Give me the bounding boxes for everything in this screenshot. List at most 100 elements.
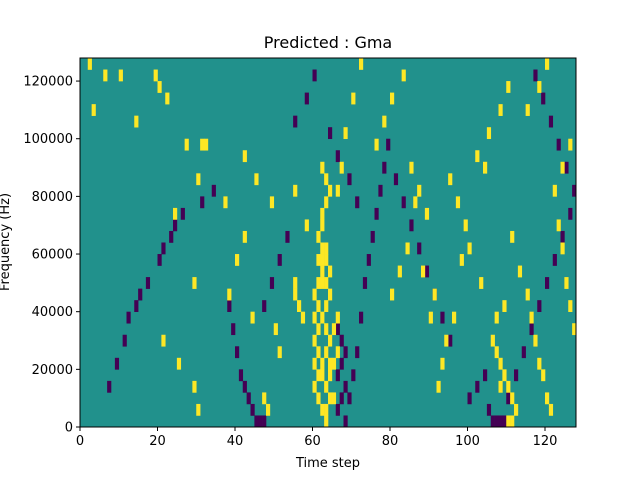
heatmap-cell-high [324,403,329,416]
heatmap-cell-high [525,104,530,116]
heatmap-cell-low [277,254,282,266]
heatmap-cell-high [320,207,325,220]
heatmap-cell-high [176,357,182,370]
heatmap-cell-high [227,288,232,301]
heatmap-cell-low [138,288,143,301]
heatmap-cell-low [560,230,565,243]
heatmap-cell-high [196,173,201,186]
heatmap-cell-high [157,81,162,93]
heatmap-cell-high [417,184,422,197]
heatmap-cell-low [475,380,480,393]
heatmap-cell-high [235,254,240,266]
heatmap-cell-low [242,380,247,393]
heatmap-cell-high [335,184,340,197]
heatmap-cell-high [324,242,329,255]
heatmap-cell-low [285,230,290,243]
heatmap-cell-high [560,161,565,174]
heatmap-cell-high [486,127,492,140]
heatmap-cell-low [556,138,561,151]
heatmap-cell-high [328,265,333,278]
x-tick-label: 100 [455,434,480,449]
heatmap-cell-high [277,346,282,359]
heatmap-cell-low [134,300,139,312]
heatmap-cell-high [300,311,306,324]
heatmap-cell-low [541,92,546,105]
heatmap-cell-low [548,115,554,128]
heatmap-cell-high [444,334,449,347]
heatmap-cell-high [324,173,329,186]
heatmap-cell-low [157,254,162,266]
heatmap-cell-low [347,173,352,186]
heatmap-cell-high [262,392,267,405]
heatmap-cell-high [560,242,565,255]
x-axis: 0 20 40 60 80 100 120 [76,427,557,449]
heatmap-cell-high [320,357,325,370]
heatmap-cell-low [467,392,472,405]
heatmap-cell-high [413,196,418,209]
heatmap-cell-high [331,323,337,336]
y-tick-label: 120000 [23,75,73,90]
x-tick-label: 40 [227,434,244,449]
heatmap-cell-high [316,369,321,382]
heatmap-cell-high [568,138,573,151]
heatmap-cell-high [328,392,333,405]
heatmap-cell-low [572,184,577,197]
heatmap-cell-high [401,69,406,82]
heatmap-cell-high [320,161,325,174]
heatmap-cell-high [324,196,329,209]
heatmap-cell-low [545,277,550,289]
heatmap-cell-high [494,346,499,359]
heatmap-cell-low [227,300,232,312]
heatmap-cell-low [494,415,499,428]
heatmap-cell-low [401,196,406,209]
heatmap-cell-low [490,415,495,428]
y-axis-label: Frequency (Hz) [0,193,13,291]
heatmap-cell-high [421,265,426,278]
y-tick-label: 20000 [32,363,73,378]
heatmap-cell-high [320,277,325,289]
heatmap-cell-low [529,323,534,336]
heatmap-cell-high [382,115,387,128]
heatmap-cell-high [316,392,321,405]
heatmap-cell-low [393,173,399,186]
heatmap-cell-high [192,380,197,393]
heatmap-cell-high [502,369,507,382]
heatmap-cell-low [343,415,348,428]
heatmap-cell-high [324,300,329,312]
heatmap-cell-high [320,265,325,278]
heatmap-cell-high [452,311,457,324]
heatmap-cell-high [390,92,395,105]
heatmap-cell-low [359,311,364,324]
heatmap-cell-high [343,127,348,140]
heatmap-cell-high [297,300,302,312]
heatmap-cell-high [118,69,123,82]
heatmap-cell-high [359,58,364,70]
heatmap-cell-high [533,334,538,347]
heatmap-cell-high [463,219,468,232]
heatmap-cell-high [432,288,437,301]
heatmap-cell-high [328,357,333,370]
heatmap-cell-high [328,334,333,347]
heatmap-cell-low [335,369,340,382]
heatmap-cell-high [339,161,344,174]
heatmap-cell-low [382,161,387,174]
heatmap-cell-high [91,104,96,116]
heatmap-cell-high [320,242,325,255]
heatmap-cell-high [324,380,329,393]
y-tick-label: 80000 [32,190,73,205]
x-tick-label: 0 [76,434,84,449]
heatmap-cell-low [180,207,185,220]
heatmap-cell-high [87,58,92,70]
heatmap-cell-low [374,207,379,220]
heatmap-cell-low [126,311,131,324]
heatmap-cell-high [541,369,546,382]
heatmap-cell-high [316,277,321,289]
heatmap-cell-low [335,323,340,336]
heatmap-cell-high [517,265,523,278]
heatmap-cell-low [502,415,507,428]
heatmap-cell-low [339,357,344,370]
heatmap-cell-high [428,311,433,324]
heatmap-cell-high [312,334,317,347]
heatmap-cell-low [498,415,503,428]
